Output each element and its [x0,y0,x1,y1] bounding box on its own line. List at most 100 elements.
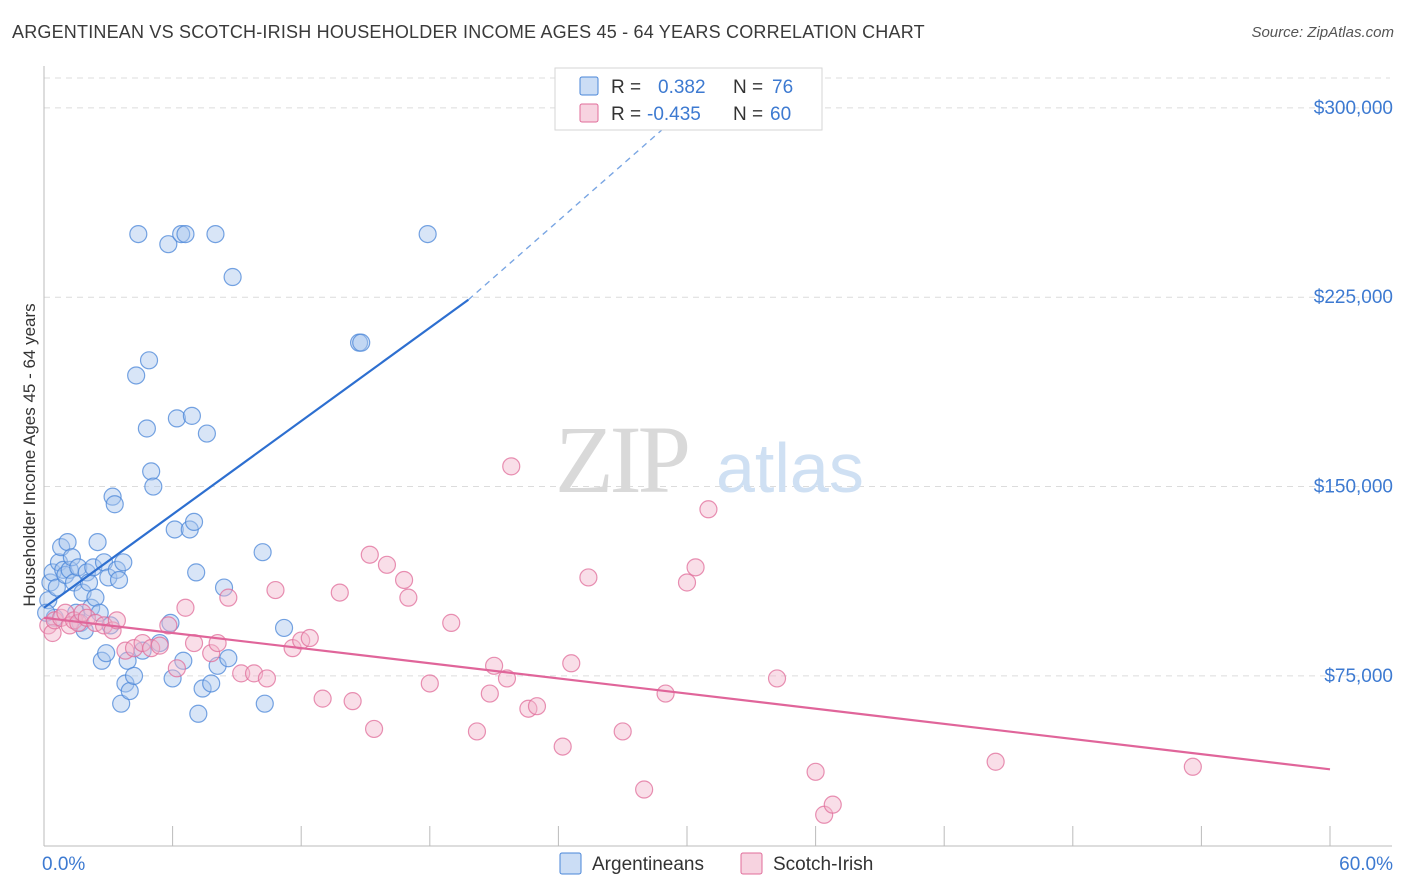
scotch-irish-point [635,780,654,799]
bottom-legend-swatch-pink [740,852,763,875]
argentinean-point [69,558,88,577]
argentinean-point [84,558,103,577]
scotch-irish-point [313,689,332,708]
argentinean-point [47,578,66,597]
scotch-irish-point [399,588,418,607]
argentinean-point [206,224,225,244]
argentinean-point [139,351,159,370]
argentinean-point [109,570,129,590]
scotch-irish-point [467,722,487,741]
scotch-irish-point [806,762,825,781]
argentinean-point [174,651,193,670]
scotch-irish-point [232,664,251,683]
scotch-irish-point [656,684,675,703]
scotch-irish-point [686,558,705,577]
argentinean-point [223,267,242,287]
bottom-legend-swatch-blue [559,852,582,875]
argentinean-point [82,598,101,617]
stats-legend: R = 0.382 N = 76 R = -0.435 N = 60 [554,67,823,131]
legend-n-label-1: N = [733,77,763,98]
argentinean-point [144,477,163,496]
argentinean-point [137,419,156,438]
argentinean-point [219,649,238,668]
argentinean-point [182,406,201,425]
scotch-irish-point [394,570,414,590]
y-tick-label-2: $225,000 [1314,287,1393,308]
scotch-irish-point [150,636,169,655]
source-label: Source: ZipAtlas.com [1251,24,1394,41]
argentinean-point [114,553,133,572]
scotch-irish-point [219,588,238,607]
scotch-irish-point [480,684,499,703]
scotch-irish-point [553,737,572,756]
trend-line-argentineans [43,298,470,609]
scotch-irish-point [767,669,787,688]
scotch-irish-point [497,669,517,688]
argentinean-point [253,543,272,562]
argentinean-point [255,694,274,713]
scotch-irish-point [159,616,178,635]
argentinean-point [187,563,206,582]
argentinean-point [165,520,184,539]
y-tick-label-3: $300,000 [1314,98,1393,119]
scotch-irish-point [677,573,697,592]
argentinean-point [163,669,182,688]
argentinean-point [184,512,204,532]
argentinean-point [120,681,139,701]
y-tick-label-0: $75,000 [1324,666,1393,687]
scotch-irish-point [562,654,581,673]
legend-r-value-1: 0.382 [658,77,706,98]
argentinean-point [189,704,208,723]
argentinean-point [418,224,437,244]
trend-line-argentineans-extension [467,107,688,301]
scotch-irish-point [986,752,1005,771]
y-axis-label: Householder Income Ages 45 - 64 years [20,303,39,606]
legend-r-label-1: R = [611,77,641,98]
argentinean-point [97,644,116,663]
legend-swatch-pink [579,103,599,123]
bottom-legend-label-argentineans: Argentineans [592,854,704,875]
scotch-irish-point [360,545,379,564]
bottom-legend-label-scotch-irish: Scotch-Irish [773,854,873,875]
scotch-irish-point [1183,757,1202,776]
scotch-irish-point [364,719,384,739]
argentinean-point [79,573,99,592]
scotch-irish-point [377,555,397,574]
watermark-zip: ZIP [555,406,688,513]
axes [43,66,1392,847]
argentinean-point [127,366,146,385]
watermark: ZIP atlas [555,406,864,513]
grid-lines [44,77,1390,677]
argentinean-point [142,462,161,481]
scotch-irish-point [300,628,319,648]
scotch-irish-point [202,644,221,663]
trend-line-scotch-irish [43,616,1331,771]
scotch-irish-point [257,669,277,688]
argentinean-point [112,694,131,713]
legend-r-value-2: -0.435 [647,104,701,125]
argentinean-point [214,578,234,597]
legend-n-value-2: 60 [770,104,791,125]
argentinean-point [58,532,77,552]
argentinean-point [193,679,212,698]
scotch-irish-point [107,611,126,630]
watermark-atlas: atlas [716,429,864,507]
legend-n-value-1: 76 [772,77,793,98]
y-tick-label-1: $150,000 [1314,477,1393,498]
y-tick-labels: $75,000 $150,000 $225,000 $300,000 [1314,98,1393,687]
legend-n-label-2: N = [733,104,763,125]
chart-title: ARGENTINEAN VS SCOTCH-IRISH HOUSEHOLDER … [12,22,925,42]
x-tick-labels: 0.0% 60.0% [42,854,1393,875]
argentinean-point [202,674,221,693]
scotch-irish-point [527,697,547,716]
scotch-irish-point [167,659,186,678]
scotch-irish-point [330,583,349,602]
argentinean-point [105,495,124,514]
x-tick-label-1: 60.0% [1339,854,1393,875]
scotch-irish-point [266,580,285,600]
argentinean-point [172,224,191,244]
legend-swatch-blue [579,76,599,96]
scotch-irish-point [613,722,632,741]
scotch-irish-point [176,598,195,617]
